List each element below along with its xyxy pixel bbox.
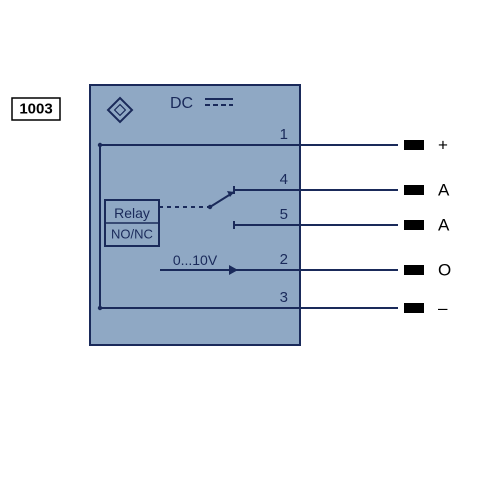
terminal-num-2: 2 xyxy=(280,251,288,268)
terminal-sym-1: + xyxy=(438,136,448,155)
node-bottom xyxy=(98,306,102,310)
terminal-pad-4 xyxy=(404,185,424,195)
terminal-sym-3: – xyxy=(438,299,448,318)
relay-label-bottom: NO/NC xyxy=(111,227,153,242)
dc-label: DC xyxy=(170,95,193,112)
terminal-num-3: 3 xyxy=(280,289,288,306)
terminal-sym-5: A xyxy=(438,216,450,235)
terminal-sym-4: A xyxy=(438,181,450,200)
terminal-pad-1 xyxy=(404,140,424,150)
diagram-id: 1003 xyxy=(19,101,52,118)
analog-label: 0...10V xyxy=(173,252,218,268)
terminal-num-5: 5 xyxy=(280,206,288,223)
wiring-diagram: 1003 DC Relay NO/NC 0...10V 1 +4 A 5 A 2 O 3 – xyxy=(0,0,500,500)
terminal-pad-5 xyxy=(404,220,424,230)
terminal-pad-2 xyxy=(404,265,424,275)
terminal-pad-3 xyxy=(404,303,424,313)
node-top xyxy=(98,143,102,147)
terminal-sym-2: O xyxy=(438,261,451,280)
terminal-num-4: 4 xyxy=(280,171,288,188)
terminal-num-1: 1 xyxy=(280,126,288,143)
switch-pivot xyxy=(208,205,212,209)
relay-label-top: Relay xyxy=(114,205,150,221)
